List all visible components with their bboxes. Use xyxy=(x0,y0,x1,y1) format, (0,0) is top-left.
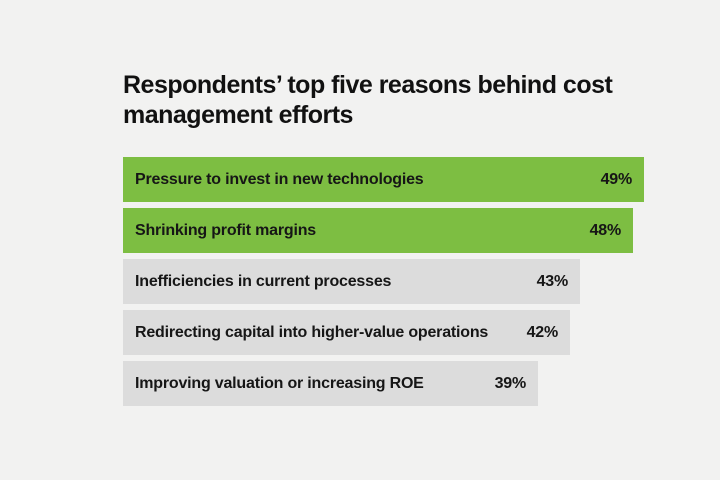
bar-row: Redirecting capital into higher-value op… xyxy=(123,310,570,355)
bar-value: 42% xyxy=(526,323,559,341)
bar-label: Inefficiencies in current processes xyxy=(135,272,392,290)
bar-value: 48% xyxy=(589,221,622,239)
bar-value: 39% xyxy=(494,374,527,392)
bar-chart: Pressure to invest in new technologies 49… xyxy=(123,157,644,412)
bar-label: Redirecting capital into higher-value op… xyxy=(135,323,489,341)
bar-value: 43% xyxy=(536,272,569,290)
bar-label: Shrinking profit margins xyxy=(135,221,316,239)
bar-label: Improving valuation or increasing ROE xyxy=(135,374,424,392)
bar-row: Inefficiencies in current processes 43% xyxy=(123,259,580,304)
chart-title: Respondents’ top five reasons behind cos… xyxy=(123,71,613,129)
bar-row: Shrinking profit margins 48% xyxy=(123,208,633,253)
bar-row: Improving valuation or increasing ROE 39% xyxy=(123,361,538,406)
bar-label: Pressure to invest in new technologies xyxy=(135,170,424,188)
bar-value: 49% xyxy=(600,170,633,188)
bar-row: Pressure to invest in new technologies 49… xyxy=(123,157,644,202)
